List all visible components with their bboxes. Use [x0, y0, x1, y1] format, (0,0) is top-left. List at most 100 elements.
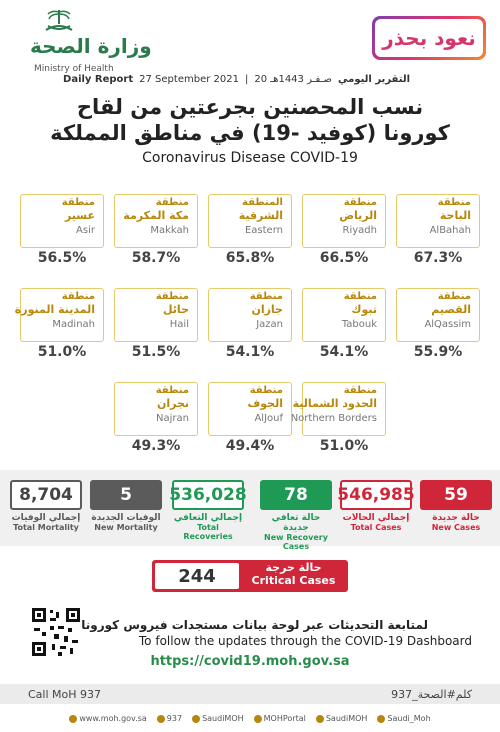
stat-label-en: New Cases [431, 523, 481, 532]
region-percentage: 55.9% [413, 344, 463, 360]
social-link[interactable]: Saudi_Moh [377, 714, 431, 723]
region-percentage: 51.5% [131, 344, 181, 360]
region-prefix: منطقة [61, 291, 95, 302]
daily-report-ar: التقرير اليومي [338, 74, 410, 85]
social-icon [192, 714, 201, 723]
stat-tile: 546,985 إجمالي الحالات Total Cases [337, 480, 415, 532]
region-card-box: منطقة نجران Najran [114, 382, 198, 436]
critical-cases-label: حالة حرجة Critical Cases [239, 560, 348, 592]
social-link-text: SaudiMOH [325, 714, 368, 723]
region-name-en: AlQassim [424, 319, 471, 330]
region-percentage: 67.3% [413, 250, 463, 266]
stat-tile: 5 الوفيات الجديدة New Mortality [90, 480, 162, 532]
social-link[interactable]: MOHPortal [253, 714, 306, 723]
region-name-ar: الحدود الشمالية [292, 397, 377, 410]
region-name-en: Riyadh [342, 225, 377, 236]
stat-tile: 536,028 إجمالي التعافي Total Recoveries [169, 480, 247, 541]
region-card: منطقة المدينة المنورة Madinah 51.0% [15, 288, 104, 360]
stat-label-ar: حالة تعافي جديدة [271, 513, 321, 533]
header: وزارة الصحة Ministry of Health نعود بحذر [0, 0, 500, 80]
critical-cases-box: 244 حالة حرجة Critical Cases [152, 560, 348, 592]
campaign-badge-text: نعود بحذر [375, 19, 483, 57]
region-name-ar: القصيم [431, 303, 471, 316]
social-link-text: www.moh.gov.sa [79, 714, 147, 723]
region-card: منطقة نجران Najran 49.3% [114, 382, 198, 454]
stat-value: 546,985 [337, 480, 415, 510]
region-card-box: منطقة القصيم AlQassim [396, 288, 480, 342]
stat-value: 5 [90, 480, 162, 510]
stat-label-ar: إجمالي التعافي [173, 513, 243, 523]
region-card-box: منطقة مكة المكرمة Makkah [114, 194, 198, 248]
region-percentage: 66.5% [319, 250, 369, 266]
region-name-en: Hail [169, 319, 189, 330]
social-link[interactable]: SaudiMOH [315, 714, 368, 723]
page-title-ar: نسب المحصنين بجرعتين من لقاح كورونا (كوف… [0, 94, 500, 146]
region-card-box: منطقة عسير Asir [20, 194, 104, 248]
region-prefix: منطقة [343, 197, 377, 208]
region-name-ar: المدينة المنورة [14, 303, 95, 316]
call-moh-text: Call MoH 937 [28, 688, 102, 701]
stat-value: 59 [420, 480, 492, 510]
region-card-box: منطقة الرياض Riyadh [302, 194, 386, 248]
region-prefix: منطقة [155, 291, 189, 302]
region-name-en: Madinah [52, 319, 95, 330]
region-name-en: Makkah [150, 225, 189, 236]
region-card: منطقة تبوك Tabouk 54.1% [302, 288, 386, 360]
region-card: منطقة الباحة AlBahah 67.3% [396, 194, 480, 266]
region-prefix: منطقة [61, 197, 95, 208]
region-percentage: 56.5% [37, 250, 87, 266]
region-card: منطقة جازان Jazan 54.1% [208, 288, 292, 360]
social-link-text: 937 [166, 714, 183, 723]
social-link[interactable]: SaudiMOH [192, 714, 244, 723]
region-percentage: 58.7% [131, 250, 181, 266]
critical-cases-label-ar: حالة حرجة [265, 561, 322, 574]
region-prefix: منطقة [155, 197, 189, 208]
stat-value: 78 [260, 480, 332, 510]
region-percentage: 54.1% [225, 344, 275, 360]
footer-strip [0, 684, 500, 704]
stat-label-en: Total Mortality [13, 523, 79, 532]
qr-code-icon[interactable] [30, 606, 82, 658]
region-name-ar: حائل [162, 303, 189, 316]
social-link-text: SaudiMOH [202, 714, 244, 723]
stat-tile: 8,704 إجمالي الوفيات Total Mortality [10, 480, 82, 532]
campaign-badge: نعود بحذر [372, 16, 486, 60]
date-gregorian: 27 September 2021 [139, 74, 239, 85]
region-name-en: Tabouk [341, 319, 377, 330]
region-name-en: Asir [76, 225, 95, 236]
region-name-ar: مكة المكرمة [123, 209, 189, 222]
stat-label-en: Total Cases [350, 523, 402, 532]
region-name-ar: الرياض [339, 209, 377, 222]
region-name-ar: عسير [64, 209, 95, 222]
dashboard-link[interactable]: https://covid19.moh.gov.sa [150, 654, 350, 669]
region-card: منطقة مكة المكرمة Makkah 58.7% [114, 194, 198, 266]
region-card-box: منطقة المدينة المنورة Madinah [15, 288, 104, 342]
hashtag-text: كلم#الصحة_937 [391, 688, 472, 701]
social-icon [253, 714, 262, 723]
social-icon [69, 714, 78, 723]
region-percentage: 49.3% [131, 438, 181, 454]
region-prefix: منطقة [249, 385, 283, 396]
social-link[interactable]: www.moh.gov.sa [69, 714, 147, 723]
social-links: www.moh.gov.sa 937 SaudiMOH MOHPortal SaudiM… [0, 714, 500, 723]
region-prefix: منطقة [343, 291, 377, 302]
dashboard-text-en: To follow the updates through the COVID-… [138, 634, 472, 648]
region-card: منطقة الحدود الشمالية Northern Borders 51.0… [291, 382, 386, 454]
social-link[interactable]: 937 [156, 714, 183, 723]
region-card: المنطقة الشرقية Eastern 65.8% [208, 194, 292, 266]
social-icon [156, 714, 165, 723]
stat-value: 536,028 [169, 480, 247, 510]
stat-label-ar: إجمالي الوفيات [11, 513, 81, 523]
region-card: منطقة عسير Asir 56.5% [20, 194, 104, 266]
region-name-en: Najran [156, 413, 189, 424]
region-prefix: منطقة [343, 385, 377, 396]
region-card: منطقة الرياض Riyadh 66.5% [302, 194, 386, 266]
region-name-en: Northern Borders [290, 413, 377, 424]
region-card-box: منطقة الحدود الشمالية Northern Borders [291, 382, 386, 436]
stat-label-ar: الوفيات الجديدة [91, 513, 161, 523]
region-name-ar: الجوف [247, 397, 283, 410]
social-icon [377, 714, 386, 723]
region-name-en: AlBahah [429, 225, 471, 236]
region-card: منطقة القصيم AlQassim 55.9% [396, 288, 480, 360]
region-percentage: 51.0% [319, 438, 369, 454]
